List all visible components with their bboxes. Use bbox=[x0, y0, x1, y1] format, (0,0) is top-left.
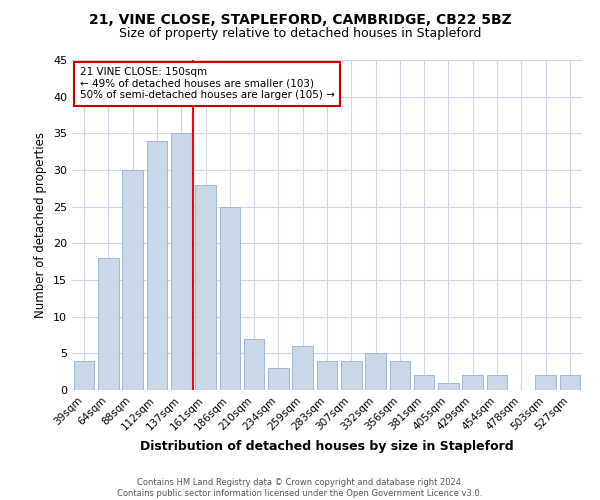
Bar bbox=[414, 376, 434, 390]
Bar bbox=[438, 382, 459, 390]
Bar bbox=[220, 206, 240, 390]
Bar bbox=[146, 140, 167, 390]
Bar bbox=[560, 376, 580, 390]
Bar bbox=[244, 338, 265, 390]
Text: Contains HM Land Registry data © Crown copyright and database right 2024.
Contai: Contains HM Land Registry data © Crown c… bbox=[118, 478, 482, 498]
Bar bbox=[365, 354, 386, 390]
Text: Size of property relative to detached houses in Stapleford: Size of property relative to detached ho… bbox=[119, 28, 481, 40]
Y-axis label: Number of detached properties: Number of detached properties bbox=[34, 132, 47, 318]
Bar bbox=[195, 184, 216, 390]
Bar bbox=[341, 360, 362, 390]
Bar bbox=[74, 360, 94, 390]
Bar bbox=[268, 368, 289, 390]
Text: 21 VINE CLOSE: 150sqm
← 49% of detached houses are smaller (103)
50% of semi-det: 21 VINE CLOSE: 150sqm ← 49% of detached … bbox=[80, 68, 335, 100]
X-axis label: Distribution of detached houses by size in Stapleford: Distribution of detached houses by size … bbox=[140, 440, 514, 453]
Text: 21, VINE CLOSE, STAPLEFORD, CAMBRIDGE, CB22 5BZ: 21, VINE CLOSE, STAPLEFORD, CAMBRIDGE, C… bbox=[89, 12, 511, 26]
Bar bbox=[487, 376, 508, 390]
Bar bbox=[389, 360, 410, 390]
Bar bbox=[122, 170, 143, 390]
Bar bbox=[317, 360, 337, 390]
Bar bbox=[98, 258, 119, 390]
Bar bbox=[171, 134, 191, 390]
Bar bbox=[463, 376, 483, 390]
Bar bbox=[535, 376, 556, 390]
Bar bbox=[292, 346, 313, 390]
